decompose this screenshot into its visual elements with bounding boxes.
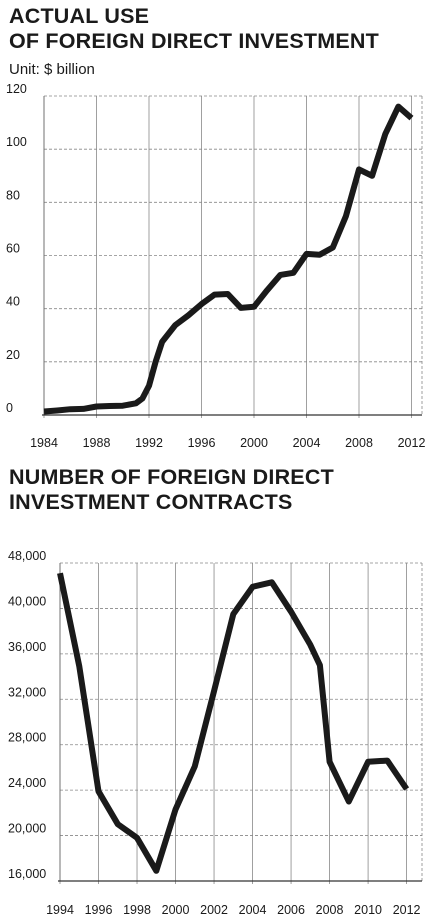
chart-1-title-line-2: OF FOREIGN DIRECT INVESTMENT [9, 29, 379, 53]
chart-2-y-tick-label: 32,000 [8, 685, 46, 699]
chart-1-y-tick-label: 40 [6, 295, 20, 309]
chart-2-x-tick-label: 2004 [239, 903, 267, 917]
chart-2-series-line [57, 572, 410, 874]
chart-1-x-tick-label: 2004 [293, 436, 321, 450]
chart-2-x-tick-label: 1994 [46, 903, 74, 917]
chart-1-y-tick-label: 60 [6, 242, 20, 256]
chart-1-series-line [43, 103, 414, 415]
chart-2-y-tick-label: 20,000 [8, 822, 46, 836]
chart-2-y-tick-label: 24,000 [8, 776, 46, 790]
chart-1-y-tick-label: 100 [6, 135, 27, 149]
chart-2-y-tick-label: 36,000 [8, 640, 46, 654]
chart-1-y-tick-label: 120 [6, 82, 27, 96]
chart-2-y-tick-label: 40,000 [8, 594, 46, 608]
chart-2-y-tick-label: 28,000 [8, 731, 46, 745]
chart-1-x-tick-label: 2008 [345, 436, 373, 450]
chart-2-y-tick-label: 16,000 [8, 867, 46, 881]
chart-1-title: ACTUAL USE OF FOREIGN DIRECT INVESTMENT [9, 4, 379, 54]
chart-1-x-tick-label: 1984 [30, 436, 58, 450]
chart-1-x-tick-label: 1996 [188, 436, 216, 450]
chart-1-x-tick-label: 2000 [240, 436, 268, 450]
chart-2-title: NUMBER OF FOREIGN DIRECT INVESTMENT CONT… [9, 465, 334, 515]
chart-2-title-line-1: NUMBER OF FOREIGN DIRECT [9, 465, 334, 489]
chart-1-y-tick-label: 20 [6, 348, 20, 362]
chart-2-x-tick-label: 2010 [354, 903, 382, 917]
chart-2-y-tick-label: 48,000 [8, 549, 46, 563]
chart-2-title-line-2: INVESTMENT CONTRACTS [9, 490, 293, 514]
chart-1-y-tick-label: 0 [6, 401, 13, 415]
chart-2-x-tick-label: 2008 [316, 903, 344, 917]
chart-1-x-tick-label: 1988 [83, 436, 111, 450]
fdi-actual-use-chart: 0 20 40 60 80 100 120 1984 1988 1992 1996 2000 2004 2… [6, 82, 426, 450]
chart-1-subtitle: Unit: $ billion [9, 61, 95, 78]
chart-2-x-tick-label: 1996 [85, 903, 113, 917]
chart-2-x-tick-label: 2002 [200, 903, 228, 917]
chart-1-title-line-1: ACTUAL USE [9, 4, 150, 28]
chart-2-x-tick-label: 2000 [162, 903, 190, 917]
chart-2-x-tick-label: 1998 [123, 903, 151, 917]
chart-2-x-tick-label: 2012 [393, 903, 421, 917]
chart-2-x-tick-label: 2006 [277, 903, 305, 917]
chart-1-x-tick-label: 1992 [135, 436, 163, 450]
chart-1-y-tick-label: 80 [6, 188, 20, 202]
chart-1-x-tick-label: 2012 [398, 436, 426, 450]
